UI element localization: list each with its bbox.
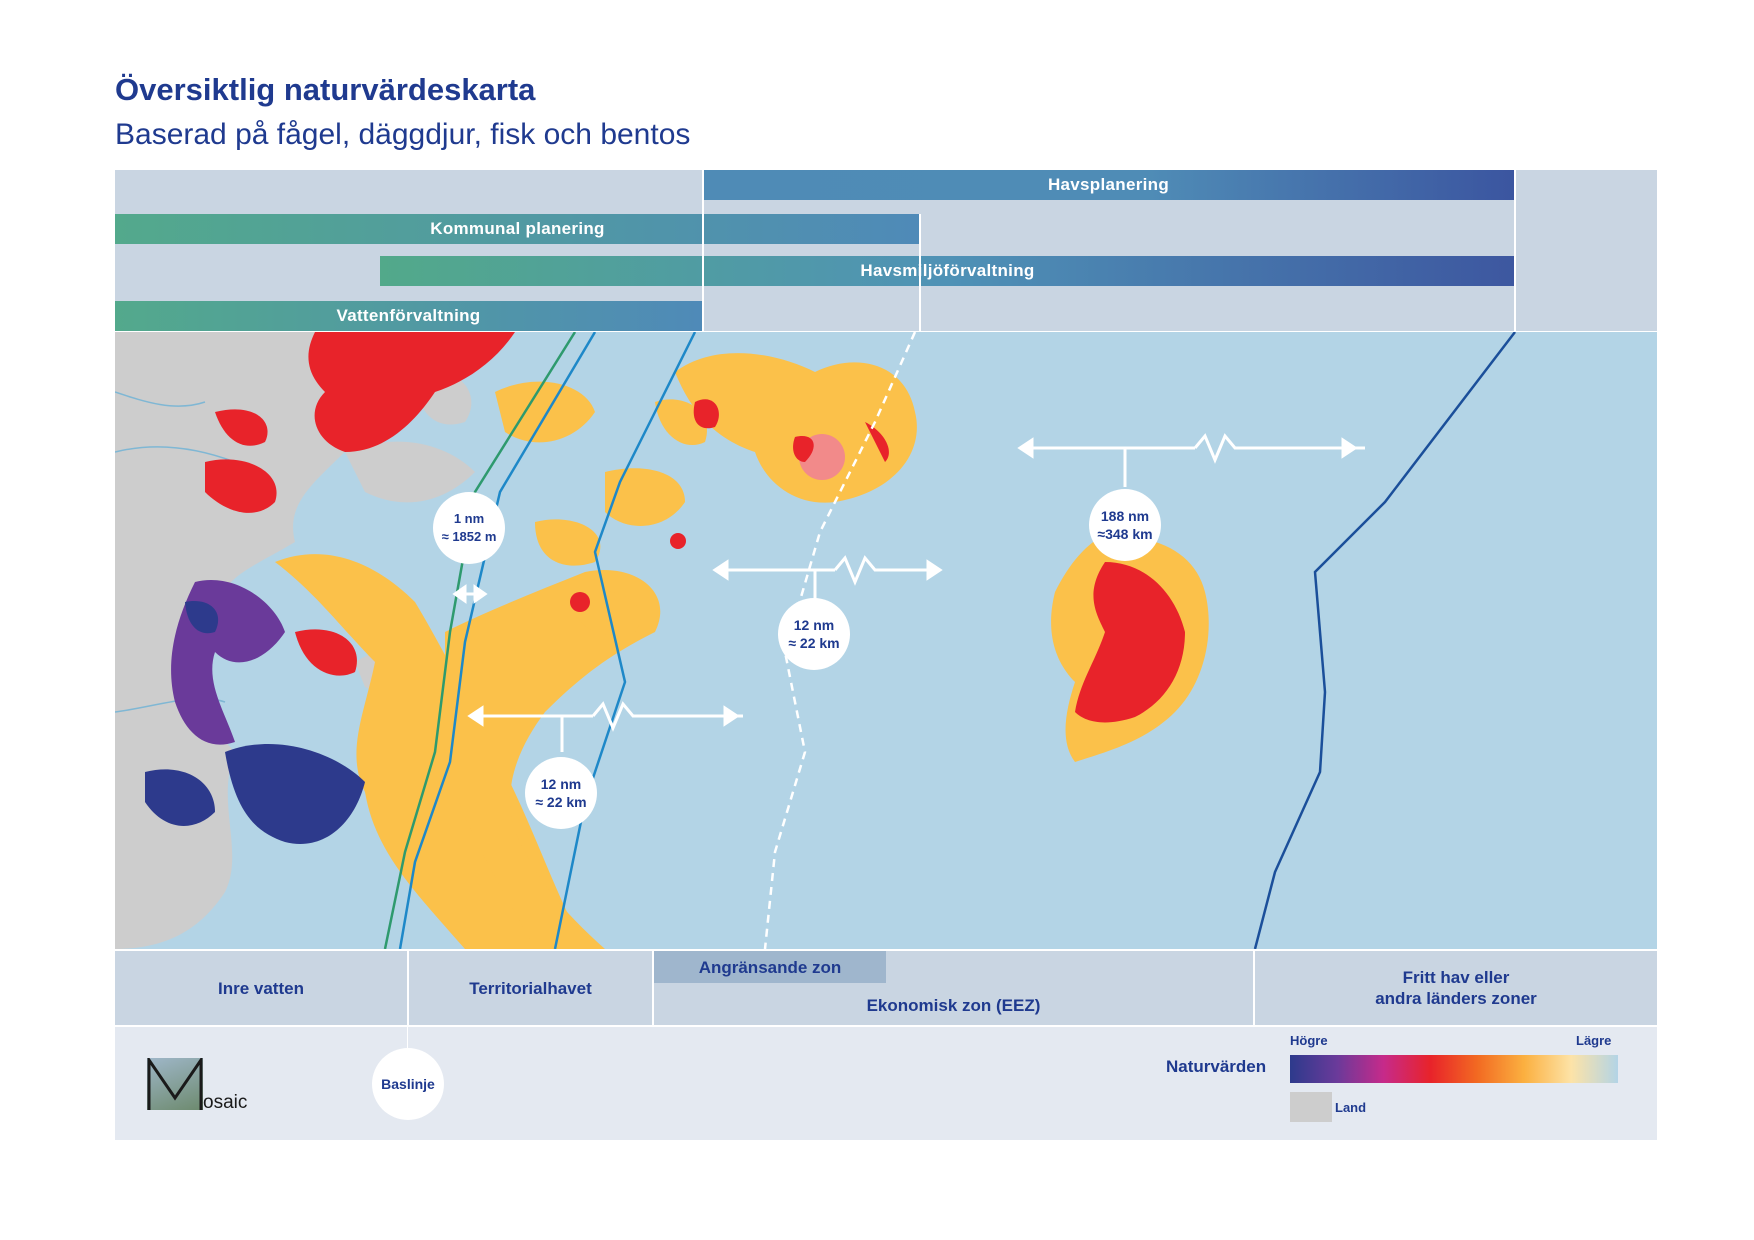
- legend-high-label: Högre: [1290, 1033, 1328, 1048]
- distance-label-1nm: 1 nm ≈ 1852 m: [433, 492, 505, 564]
- divider-line: [919, 214, 921, 332]
- divider-line: [407, 949, 409, 1027]
- distance-1nm-m: ≈ 1852 m: [441, 529, 497, 544]
- high-value-area: [295, 629, 357, 676]
- legend-land-swatch: [1290, 1092, 1332, 1122]
- distance-arrow-contiguous: [712, 555, 943, 602]
- territorial-boundary: [398, 332, 597, 949]
- zone-angransande: Angränsande zon: [698, 957, 842, 977]
- baseline-marker: [407, 1027, 408, 1057]
- territorial-km: ≈ 22 km: [535, 794, 587, 810]
- page-subtitle: Baserad på fågel, däggdjur, fisk och ben…: [115, 118, 691, 151]
- bar-havsplanering-label: Havsplanering: [1047, 175, 1170, 194]
- legend-land-label: Land: [1335, 1100, 1367, 1115]
- zone-eez: Ekonomisk zon (EEZ): [866, 995, 1041, 1015]
- bar-havsmiljo-label: Havsmiljöförvaltning: [860, 261, 1035, 280]
- river-line: [115, 391, 206, 407]
- distance-label-contiguous: 12 nm ≈ 22 km: [778, 598, 850, 670]
- bar-vatten-label: Vattenförvaltning: [336, 306, 481, 325]
- bar-vattenforvaltning: Vattenförvaltning: [115, 301, 702, 331]
- map-graphic: [115, 332, 1516, 949]
- high-value-area: [865, 422, 889, 462]
- baseline-boundary: [383, 332, 577, 949]
- distance-label-eez: 188 nm ≈348 km: [1089, 489, 1161, 561]
- bar-havsplanering: Havsplanering: [702, 170, 1515, 200]
- contiguous-zone-highlight: [654, 951, 886, 983]
- low-value-area: [605, 468, 685, 526]
- low-value-area: [675, 353, 917, 503]
- eez-km: ≈348 km: [1097, 526, 1153, 542]
- zone-territorialhavet: Territorialhavet: [469, 978, 592, 998]
- mosaic-logo: [147, 1055, 203, 1110]
- zone-fritt-hav-line2: andra länders zoner: [1375, 989, 1537, 1008]
- baseline-label: Baslinje: [372, 1048, 444, 1120]
- highest-value-area: [185, 601, 219, 634]
- high-value-area: [693, 399, 719, 429]
- contiguous-nm: 12 nm: [793, 617, 835, 633]
- low-value-area: [445, 570, 661, 949]
- river-line: [115, 446, 236, 463]
- divider-line: [1514, 170, 1516, 332]
- logo-text: osaic: [203, 1092, 248, 1113]
- high-value-area: [215, 409, 268, 446]
- high-value-area: [570, 592, 590, 612]
- offshore-high-value-area: [1075, 562, 1185, 723]
- highest-value-area: [225, 743, 365, 844]
- high-value-area: [205, 459, 277, 513]
- high-value-area: [308, 332, 515, 452]
- page-title: Översiktlig naturvärdeskarta: [115, 72, 536, 107]
- divider-line: [115, 1025, 1657, 1027]
- territorial-nm: 12 nm: [540, 776, 582, 792]
- eez-inner-boundary: [763, 332, 917, 949]
- low-value-area: [535, 519, 601, 566]
- high-value-area: [670, 533, 686, 549]
- bar-kommunal-planering: Kommunal planering: [115, 214, 920, 244]
- bar-havsmiljoforvaltning: Havsmiljöförvaltning: [380, 256, 1515, 286]
- divider-line: [652, 949, 654, 1027]
- distance-arrow-territorial: [467, 701, 743, 752]
- baseline-text: Baslinje: [381, 1076, 435, 1092]
- eez-nm: 188 nm: [1100, 508, 1150, 524]
- legend-color-ramp: [1290, 1055, 1618, 1083]
- zone-fritt-hav-line1: Fritt hav eller: [1402, 968, 1510, 987]
- divider-line: [115, 949, 1657, 951]
- divider-line: [1253, 949, 1255, 1027]
- highest-value-area: [145, 769, 215, 826]
- low-value-area: [495, 381, 595, 443]
- zone-fritt-hav: Fritt hav eller andra länders zoner: [1255, 951, 1657, 1025]
- zone-inre-vatten: Inre vatten: [218, 978, 304, 998]
- divider-line: [702, 170, 704, 332]
- legend-low-label: Lägre: [1576, 1033, 1612, 1048]
- distance-label-territorial: 12 nm ≈ 22 km: [525, 757, 597, 829]
- eez-outer-boundary: [1253, 332, 1516, 949]
- contiguous-km: ≈ 22 km: [788, 635, 840, 651]
- distance-1nm-nm: 1 nm: [453, 511, 485, 526]
- logo-m-graphic: [147, 1055, 203, 1110]
- legend-title: Naturvärden: [1166, 1057, 1267, 1076]
- legend-area: [115, 1027, 1657, 1140]
- distance-arrow-eez: [1017, 433, 1365, 487]
- land-area: [345, 441, 475, 503]
- distance-arrow-1nm: [452, 584, 488, 604]
- high-value-area: [793, 436, 814, 462]
- nature-value-map: [115, 332, 1657, 949]
- bar-kommunal-label: Kommunal planering: [430, 219, 605, 238]
